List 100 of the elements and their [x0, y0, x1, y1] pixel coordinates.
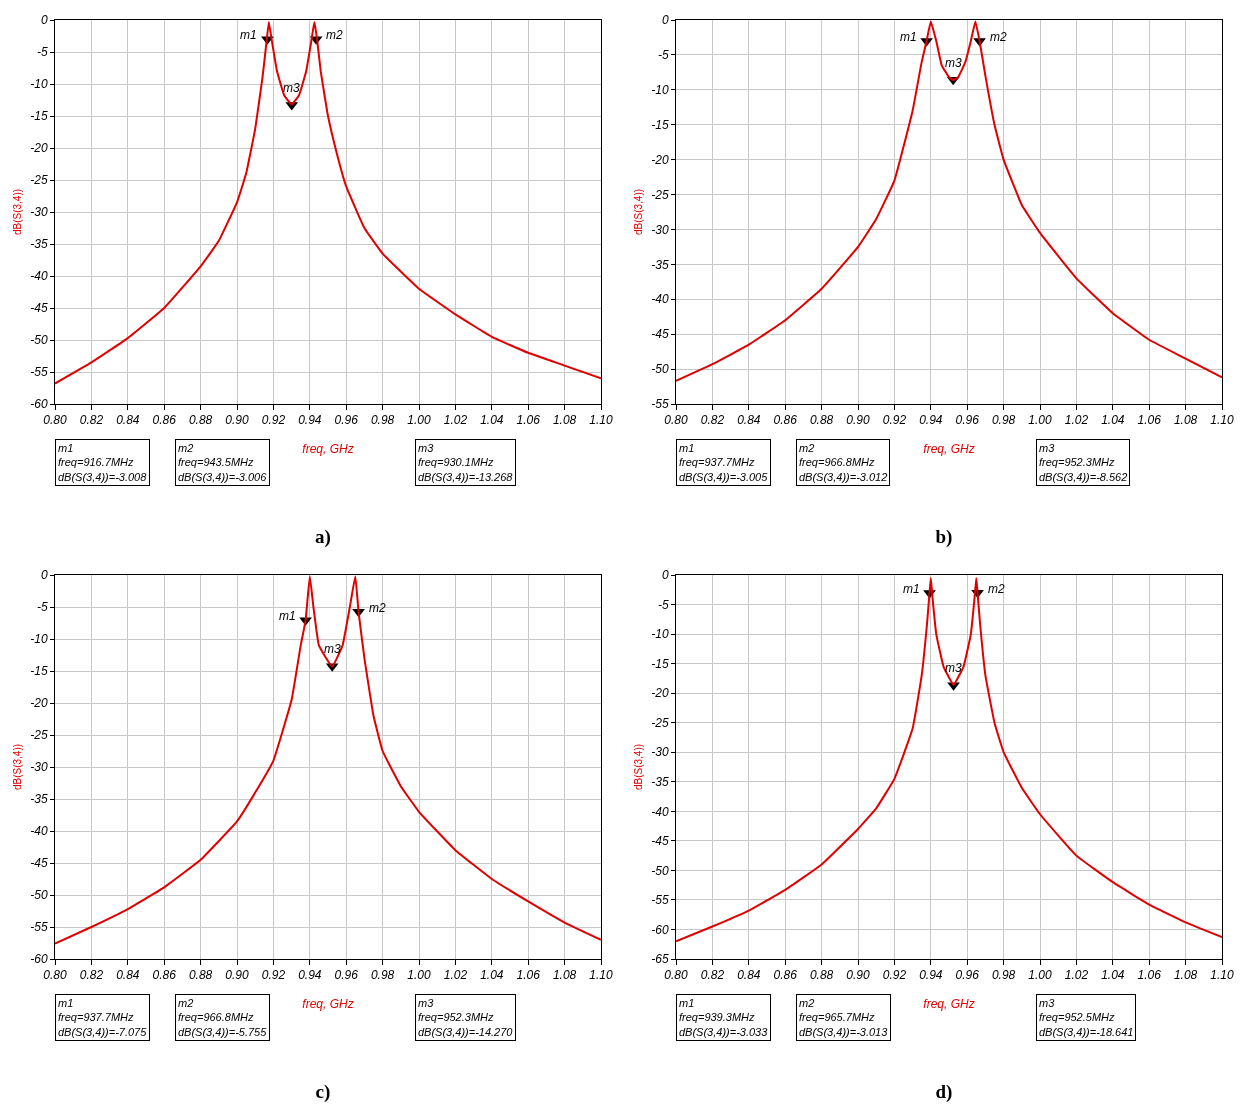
line-series — [55, 20, 601, 385]
y-tick-label: -50 — [651, 362, 669, 377]
y-tick-label: -50 — [651, 863, 669, 878]
x-tick-label: 0.82 — [700, 413, 725, 428]
annotation: m2 — [988, 582, 1005, 596]
y-tick-label: -50 — [30, 333, 48, 348]
x-tick-label: 0.96 — [334, 413, 359, 428]
y-tick-label: -30 — [30, 205, 48, 220]
line-series — [55, 575, 601, 945]
y-tick-label: -40 — [651, 292, 669, 307]
x-tick-label: 0.84 — [116, 413, 140, 428]
x-tick-label: 1.04 — [1101, 413, 1125, 428]
y-axis-title: dB(S(3,4)) — [12, 188, 24, 236]
y-tick-label: -5 — [657, 48, 669, 63]
y-axis-title: dB(S(3,4)) — [12, 743, 24, 791]
x-tick-label: 0.90 — [846, 968, 870, 983]
line-series — [676, 576, 1222, 943]
x-tick-label: 1.08 — [552, 413, 577, 428]
x-tick-label: 0.84 — [737, 413, 761, 428]
text: m1 freq=939.3MHz dB(S(3,4))=-3.033 — [679, 997, 769, 1038]
x-tick-label: 1.02 — [443, 413, 468, 428]
x-axis-title: freq, GHz — [302, 997, 354, 1012]
y-tick-label: -40 — [651, 804, 669, 819]
x-tick-label: 0.86 — [152, 968, 177, 983]
y-tick-label: -55 — [651, 397, 669, 412]
x-tick-label: 0.88 — [809, 968, 834, 983]
y-tick-label: -15 — [30, 109, 48, 124]
text: a) — [315, 525, 331, 548]
text: m2 freq=943.5MHz dB(S(3,4))=-3.006 — [178, 442, 268, 483]
y-tick-label: -35 — [30, 792, 48, 807]
text: m2 freq=966.8MHz dB(S(3,4))=-3.012 — [799, 442, 888, 483]
x-tick-label: 0.96 — [955, 968, 980, 983]
y-tick-label: -30 — [651, 745, 669, 760]
text: m3 freq=952.3MHz dB(S(3,4))=-8.562 — [1039, 442, 1128, 483]
y-tick-label: -45 — [30, 856, 48, 871]
x-tick-label: 1.00 — [407, 968, 431, 983]
y-tick-label: -50 — [30, 888, 48, 903]
y-tick-label: -10 — [30, 77, 48, 92]
y-tick-label: -35 — [651, 257, 669, 272]
annotation: m3 — [324, 642, 341, 656]
y-tick-label: -10 — [651, 83, 669, 98]
x-tick-label: 0.90 — [846, 413, 870, 428]
x-tick-label: 0.82 — [79, 968, 104, 983]
y-tick-label: -55 — [651, 893, 669, 908]
x-tick-label: 0.80 — [43, 413, 67, 428]
text: m3 freq=952.5MHz dB(S(3,4))=-18.641 — [1039, 997, 1134, 1038]
x-tick-label: 1.06 — [1137, 413, 1162, 428]
x-tick-label: 0.86 — [152, 413, 177, 428]
x-tick-label: 0.86 — [773, 413, 798, 428]
x-tick-label: 0.92 — [882, 413, 907, 428]
y-tick-label: -35 — [651, 774, 669, 789]
x-tick-label: 1.10 — [589, 413, 613, 428]
y-tick-label: -55 — [30, 920, 48, 935]
y-tick-label: -40 — [30, 269, 48, 284]
x-tick-label: 0.94 — [919, 968, 943, 983]
y-tick-label: -65 — [651, 952, 669, 967]
x-tick-label: 1.08 — [1173, 413, 1198, 428]
x-tick-label: 1.06 — [516, 968, 541, 983]
text: m3 freq=952.3MHz dB(S(3,4))=-14.270 — [418, 997, 514, 1038]
x-tick-label: 1.00 — [1028, 968, 1052, 983]
y-tick-label: -15 — [651, 656, 669, 671]
x-tick-label: 0.98 — [370, 413, 395, 428]
y-tick-label: -5 — [36, 600, 48, 615]
text: m1 freq=937.7MHz dB(S(3,4))=-7.075 — [58, 997, 148, 1038]
x-tick-label: 0.98 — [991, 968, 1016, 983]
x-tick-label: 0.80 — [664, 968, 688, 983]
annotation: m1 — [903, 582, 920, 596]
x-tick-label: 0.96 — [334, 968, 359, 983]
x-tick-label: 1.06 — [516, 413, 541, 428]
x-tick-label: 0.88 — [809, 413, 834, 428]
x-tick-label: 1.04 — [480, 968, 504, 983]
x-tick-label: 0.98 — [991, 413, 1016, 428]
y-tick-label: -20 — [651, 686, 669, 701]
x-tick-label: 0.80 — [43, 968, 67, 983]
x-tick-label: 1.00 — [1028, 413, 1052, 428]
x-tick-label: 0.90 — [225, 413, 249, 428]
x-tick-label: 0.94 — [298, 413, 322, 428]
annotation: m3 — [945, 56, 962, 70]
y-tick-label: 0 — [661, 13, 669, 28]
x-tick-label: 1.02 — [1064, 968, 1089, 983]
x-tick-label: 1.10 — [1210, 413, 1234, 428]
x-tick-label: 0.80 — [664, 413, 688, 428]
x-tick-label: 0.90 — [225, 968, 249, 983]
y-tick-label: -20 — [651, 152, 669, 167]
annotation: m2 — [326, 28, 343, 42]
line-series — [676, 20, 1222, 382]
y-tick-label: -30 — [651, 222, 669, 237]
y-tick-label: -10 — [651, 627, 669, 642]
annotation: m1 — [240, 28, 257, 42]
x-tick-label: 0.92 — [261, 413, 286, 428]
x-tick-label: 1.02 — [443, 968, 468, 983]
text: m1 freq=916.7MHz dB(S(3,4))=-3.008 — [58, 442, 148, 483]
annotation: m1 — [279, 609, 296, 623]
text: c) — [315, 1080, 331, 1103]
y-tick-label: -45 — [30, 301, 48, 316]
x-tick-label: 0.84 — [116, 968, 140, 983]
x-tick-label: 0.96 — [955, 413, 980, 428]
y-tick-label: -35 — [30, 237, 48, 252]
x-tick-label: 0.92 — [882, 968, 907, 983]
x-tick-label: 0.88 — [188, 968, 213, 983]
